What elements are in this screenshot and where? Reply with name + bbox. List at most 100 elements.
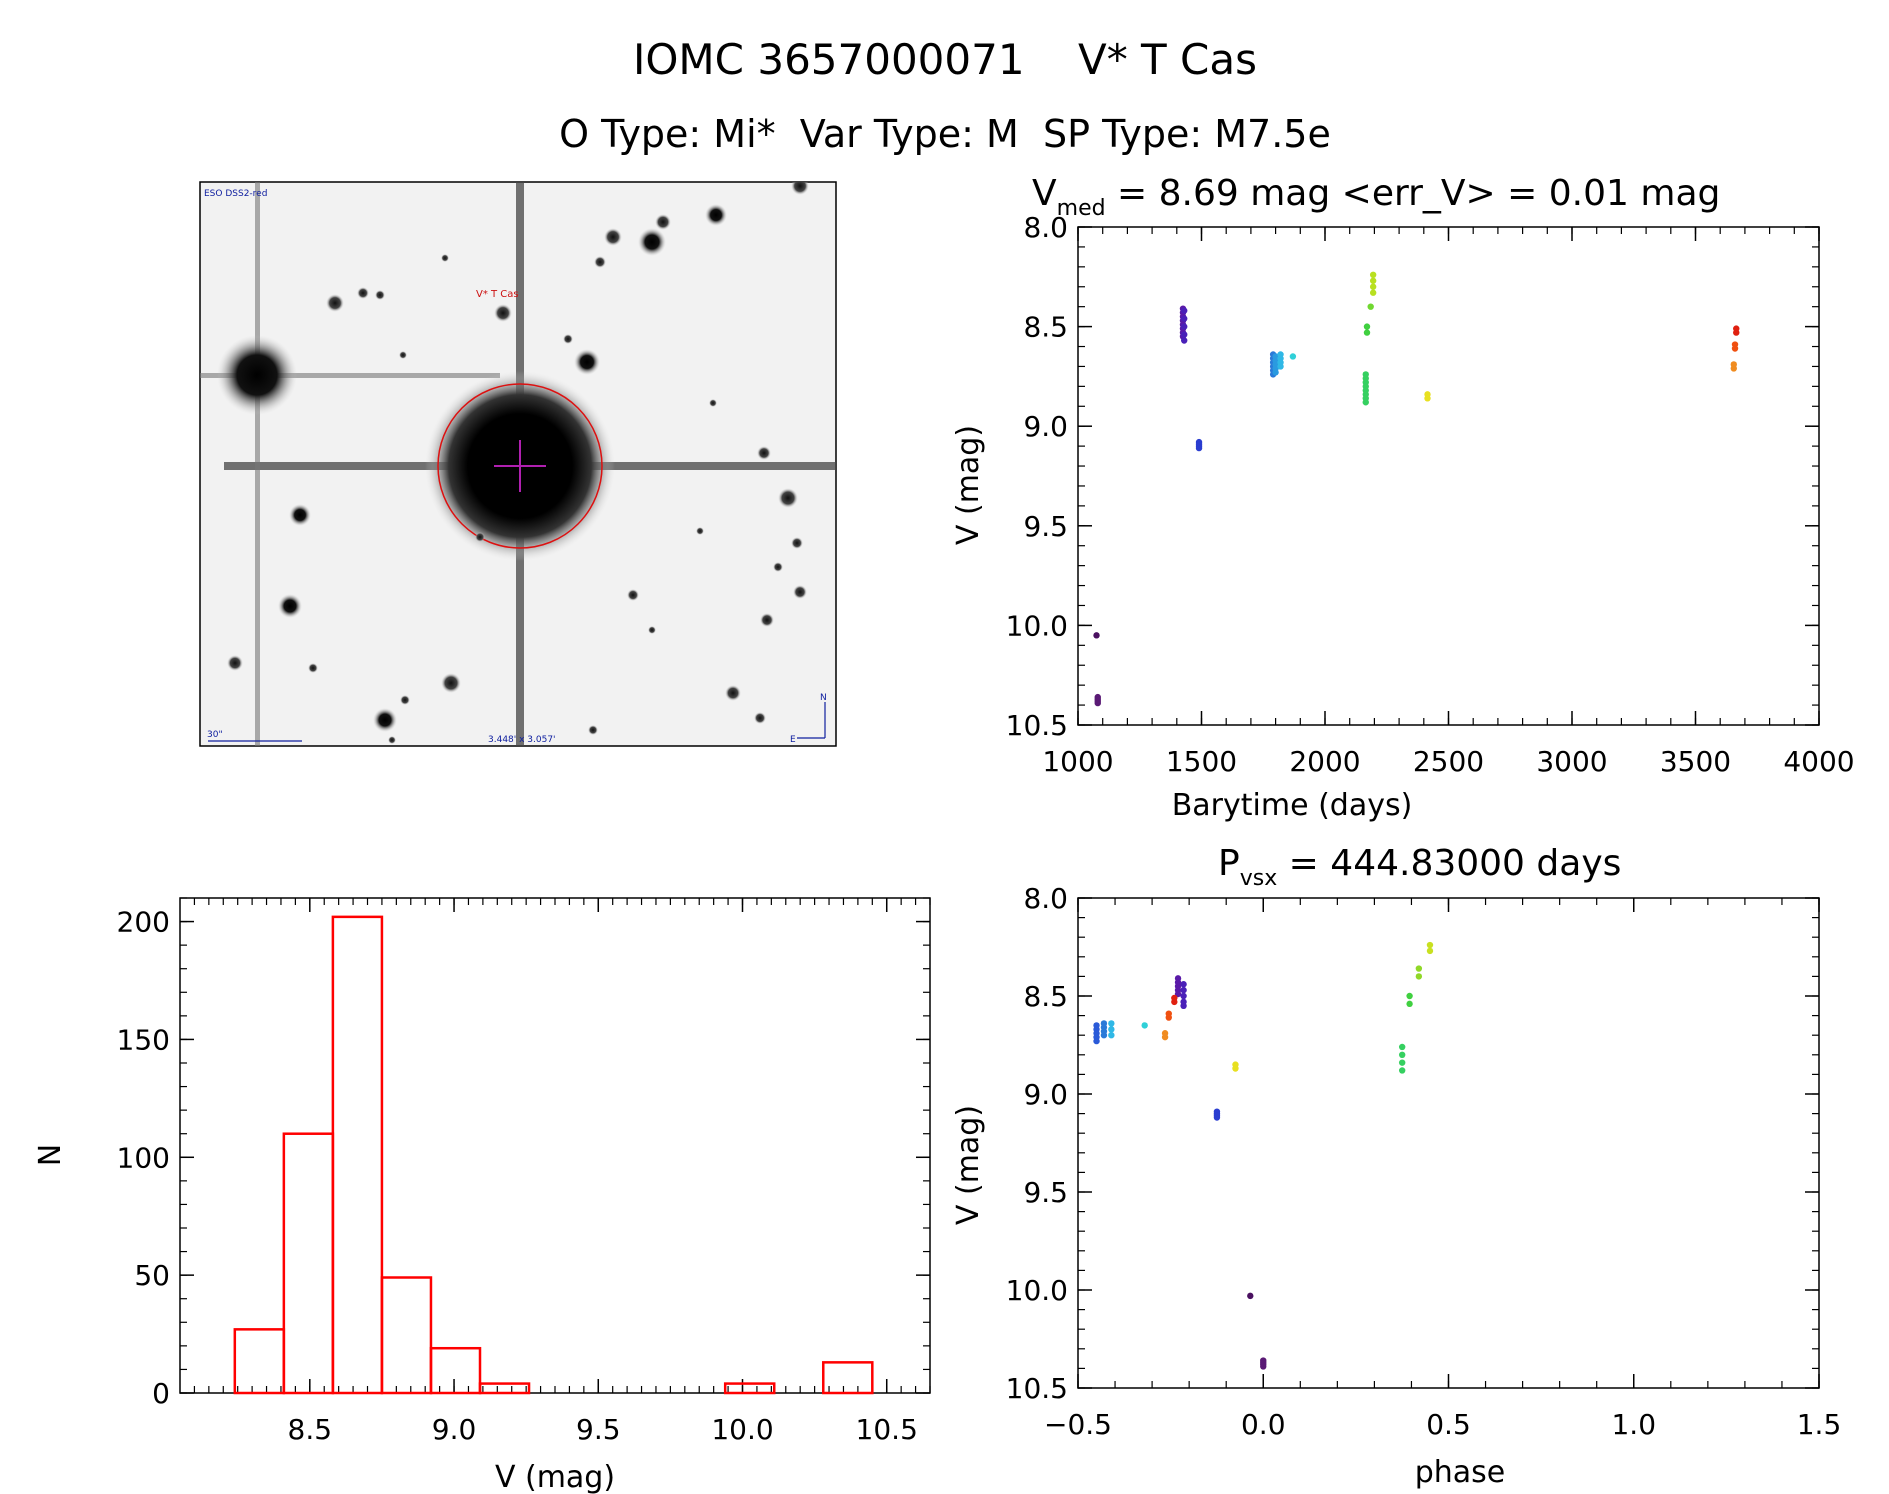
lightcurve-data-point <box>1733 329 1740 336</box>
compass-n-label: N <box>820 693 827 703</box>
sky-image-panel: ESO DSS2-red V* T Cas 30" 3.448' x 3.057… <box>199 181 837 747</box>
phased-chart: Pvsx = 444.83000 days phase V (mag) −0.5… <box>951 843 1841 1490</box>
phased-xlabel: phase <box>1415 1455 1506 1490</box>
lightcurve-data-point <box>1362 399 1369 406</box>
phased-ytick-label: 8.0 <box>1023 882 1068 915</box>
phased-data-point <box>1180 992 1187 1000</box>
histogram-bar <box>380 1276 433 1395</box>
phased-data-point <box>1398 1043 1406 1051</box>
histogram-xtick-label: 9.0 <box>432 1413 477 1446</box>
histogram-plot-frame <box>179 897 931 1394</box>
lightcurve-data-point <box>1369 277 1377 284</box>
lightcurve-data-point <box>1181 307 1188 314</box>
phased-data-point <box>1100 1032 1108 1039</box>
histogram-ytick-label: 150 <box>117 1023 170 1056</box>
lightcurve-xtick-label: 3000 <box>1536 745 1607 778</box>
phased-xtick-label: 0.0 <box>1241 1408 1286 1441</box>
lightcurve-data-point <box>1363 329 1371 336</box>
lightcurve-data-point <box>1424 395 1431 402</box>
compass-icon: N E <box>790 693 827 745</box>
lightcurve-ytick-label: 9.0 <box>1023 410 1068 443</box>
phased-title: Pvsx = 444.83000 days <box>1218 843 1621 891</box>
phased-xtick-label: 0.5 <box>1426 1408 1471 1441</box>
histogram-bar <box>331 915 384 1395</box>
phased-plot-frame <box>1077 897 1820 1389</box>
phased-data-point <box>1398 1067 1406 1074</box>
histogram-ytick-label: 100 <box>117 1141 170 1174</box>
phased-data-point <box>1426 947 1434 955</box>
histogram-bar <box>723 1382 776 1395</box>
phased-data-point <box>1141 1022 1148 1029</box>
phased-xtick-label: −0.5 <box>1044 1408 1112 1441</box>
lightcurve-data-point <box>1093 632 1100 639</box>
phased-data-point <box>1180 1002 1187 1009</box>
phased-data-point <box>1398 1051 1406 1059</box>
lightcurve-xtick-label: 3500 <box>1660 745 1731 778</box>
lightcurve-title: Vmed = 8.69 mag <err_V> = 0.01 mag <box>1032 173 1720 221</box>
lightcurve-data-point <box>1369 289 1377 296</box>
histogram-chart: V (mag) N 8.5 9.0 9.5 10.0 10.5 0 50 100 150 200 <box>33 897 931 1494</box>
histogram-bar <box>233 1328 286 1395</box>
histogram-bar <box>478 1382 531 1395</box>
lightcurve-data-point <box>1181 315 1188 322</box>
lightcurve-data-point <box>1730 365 1737 372</box>
sky-survey-label: ESO DSS2-red <box>204 189 267 199</box>
phased-data-point <box>1213 1114 1221 1121</box>
phased-ylabel: V (mag) <box>951 1105 986 1225</box>
histogram-ytick-label: 0 <box>152 1377 170 1410</box>
phased-data-point <box>1180 981 1187 988</box>
sky-target-label: V* T Cas <box>476 289 519 300</box>
lightcurve-ytick-label: 8.5 <box>1023 311 1068 344</box>
phased-ytick-label: 10.0 <box>1006 1274 1068 1307</box>
phased-data-point <box>1165 1014 1172 1021</box>
histogram-bar <box>282 1132 335 1395</box>
lightcurve-ytick-label: 10.0 <box>1006 609 1068 642</box>
histogram-bar <box>429 1346 482 1395</box>
lightcurve-data-point <box>1289 353 1297 360</box>
phased-data-point <box>1406 1000 1413 1008</box>
sky-fov-label: 3.448' x 3.057' <box>488 735 556 745</box>
lightcurve-xlabel: Barytime (days) <box>1172 788 1413 823</box>
histogram-ytick-label: 50 <box>134 1259 170 1292</box>
lightcurve-ytick-label: 8.0 <box>1023 211 1068 244</box>
histogram-ylabel: N <box>33 1144 68 1166</box>
phased-ytick-label: 8.5 <box>1023 980 1068 1013</box>
histogram-xtick-label: 10.0 <box>711 1413 773 1446</box>
sky-image-content <box>200 182 836 746</box>
lightcurve-data-point <box>1369 283 1377 290</box>
compass-e-label: E <box>790 735 796 745</box>
phased-ytick-label: 9.0 <box>1023 1078 1068 1111</box>
phased-data-point <box>1415 965 1423 972</box>
lightcurve-data-point <box>1181 331 1188 338</box>
lightcurve-xtick-label: 4000 <box>1783 745 1854 778</box>
lightcurve-xtick-label: 2500 <box>1413 745 1484 778</box>
sky-scale-label: 30" <box>207 730 223 740</box>
phased-data-point <box>1093 1037 1100 1045</box>
lightcurve-data-point <box>1181 323 1188 330</box>
lightcurve-plot-frame <box>1077 226 1820 726</box>
lightcurve-data-point <box>1094 699 1101 707</box>
figure-subtitle: O Type: Mi* Var Type: M SP Type: M7.5e <box>559 112 1331 156</box>
phased-data-point <box>1406 992 1413 1000</box>
histogram-xlabel: V (mag) <box>495 1460 615 1494</box>
lightcurve-data-point <box>1195 444 1203 452</box>
lightcurve-data-point <box>1731 345 1739 352</box>
lightcurve-data-point <box>1369 271 1377 279</box>
lightcurve-xtick-label: 1500 <box>1166 745 1237 778</box>
lightcurve-data-point <box>1367 303 1374 310</box>
phased-data-point <box>1161 1033 1169 1041</box>
phased-ytick-label: 9.5 <box>1023 1176 1068 1209</box>
phased-data-point <box>1260 1363 1267 1370</box>
lightcurve-xtick-label: 1000 <box>1042 745 1113 778</box>
figure-title: IOMC 3657000071 V* T Cas <box>633 35 1257 84</box>
lightcurve-ytick-label: 9.5 <box>1023 510 1068 543</box>
histogram-ytick-label: 200 <box>117 906 170 939</box>
lightcurve-ylabel: V (mag) <box>951 425 986 545</box>
phased-xtick-label: 1.5 <box>1797 1408 1842 1441</box>
phased-data-point <box>1426 941 1434 949</box>
phased-data-point <box>1180 986 1187 994</box>
histogram-xtick-label: 9.5 <box>576 1413 621 1446</box>
phased-data-point <box>1108 1026 1115 1033</box>
lightcurve-data-point <box>1277 363 1284 370</box>
